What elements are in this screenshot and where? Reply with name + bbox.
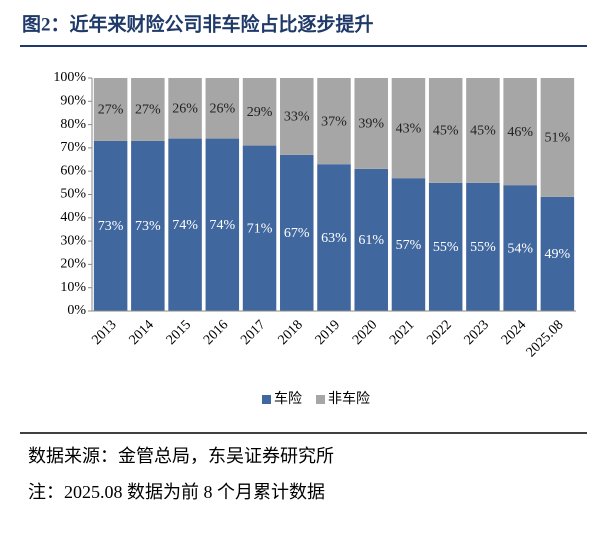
bar-segment [428, 78, 463, 183]
legend-swatch [262, 395, 271, 404]
value-label: 39% [358, 117, 384, 132]
bar-segment [242, 145, 277, 311]
bar-segment [391, 78, 426, 179]
value-label: 55% [470, 240, 496, 255]
bar-segment [540, 78, 575, 197]
y-tick-label: 10% [60, 280, 86, 295]
x-tick-label: 2021 [387, 317, 417, 347]
bar-segment [317, 164, 351, 311]
x-tick-label: 2019 [313, 317, 343, 347]
x-tick-label: 2025.08 [524, 317, 567, 360]
bar-segment [168, 78, 202, 139]
bar-segment [280, 78, 314, 155]
x-tick-label: 2016 [201, 317, 231, 347]
value-label: 61% [358, 233, 384, 248]
x-tick-label: 2014 [127, 317, 157, 347]
bar-segment [131, 140, 165, 311]
bar-segment [391, 178, 426, 311]
value-label: 29% [247, 105, 273, 120]
legend-swatch [316, 395, 325, 404]
value-label: 63% [321, 231, 347, 246]
legend-label: 非车险 [328, 390, 370, 407]
bar-segment [428, 182, 463, 311]
footnote: 注：2025.08 数据为前 8 个月累计数据 [28, 482, 325, 502]
bar-segment [280, 154, 314, 311]
legend-label: 车险 [274, 390, 302, 407]
value-label: 46% [507, 125, 533, 140]
x-tick-label: 2018 [275, 317, 305, 347]
value-label: 74% [209, 218, 235, 233]
bar-segment [503, 78, 537, 186]
bar-segment [317, 78, 351, 165]
value-label: 57% [396, 238, 422, 253]
x-tick-label: 2017 [238, 317, 268, 347]
x-tick-label: 2024 [499, 317, 529, 347]
chart-title: 图2：近年来财险公司非车险占比逐步提升 [22, 12, 374, 35]
bar-segment [205, 78, 240, 139]
value-label: 67% [284, 226, 310, 241]
y-tick-label: 50% [60, 187, 86, 202]
y-tick-label: 20% [60, 257, 86, 272]
value-label: 73% [98, 219, 124, 234]
y-tick-label: 40% [60, 210, 86, 225]
value-label: 54% [507, 241, 533, 256]
bar-segment [131, 78, 165, 141]
x-tick-label: 2015 [164, 317, 194, 347]
bar-segment [242, 78, 277, 146]
y-tick-label: 80% [60, 117, 86, 132]
source-note: 数据来源：金管总局，东吴证券研究所 [28, 446, 334, 466]
x-tick-label: 2020 [350, 317, 380, 347]
bar-segment [168, 138, 202, 311]
value-label: 73% [135, 219, 161, 234]
value-label: 26% [172, 102, 198, 117]
y-tick-label: 100% [53, 70, 86, 85]
value-label: 71% [247, 222, 273, 237]
value-label: 37% [321, 114, 347, 129]
y-tick-label: 90% [60, 94, 86, 109]
x-tick-label: 2022 [424, 317, 454, 347]
value-label: 49% [545, 247, 571, 262]
bar-segment [93, 140, 128, 311]
value-label: 27% [98, 103, 124, 118]
bar-segment [354, 168, 388, 311]
value-label: 74% [172, 218, 198, 233]
x-tick-label: 2023 [462, 317, 492, 347]
bar-segment [93, 78, 128, 141]
value-label: 55% [433, 240, 459, 255]
value-label: 45% [433, 124, 459, 139]
value-label: 45% [470, 124, 496, 139]
y-tick-label: 0% [67, 303, 86, 318]
value-label: 43% [396, 121, 422, 136]
bar-segment [354, 78, 388, 169]
value-label: 51% [545, 131, 571, 146]
bar-segment [540, 196, 575, 311]
value-label: 26% [209, 102, 235, 117]
value-label: 33% [284, 110, 310, 125]
y-tick-label: 60% [60, 163, 86, 178]
value-label: 27% [135, 103, 161, 118]
x-tick-label: 2013 [89, 317, 119, 347]
bar-segment [205, 138, 240, 311]
bar-segment [503, 185, 537, 311]
y-tick-label: 30% [60, 233, 86, 248]
bar-segment [466, 78, 500, 183]
y-tick-label: 70% [60, 140, 86, 155]
bar-segment [466, 182, 500, 311]
